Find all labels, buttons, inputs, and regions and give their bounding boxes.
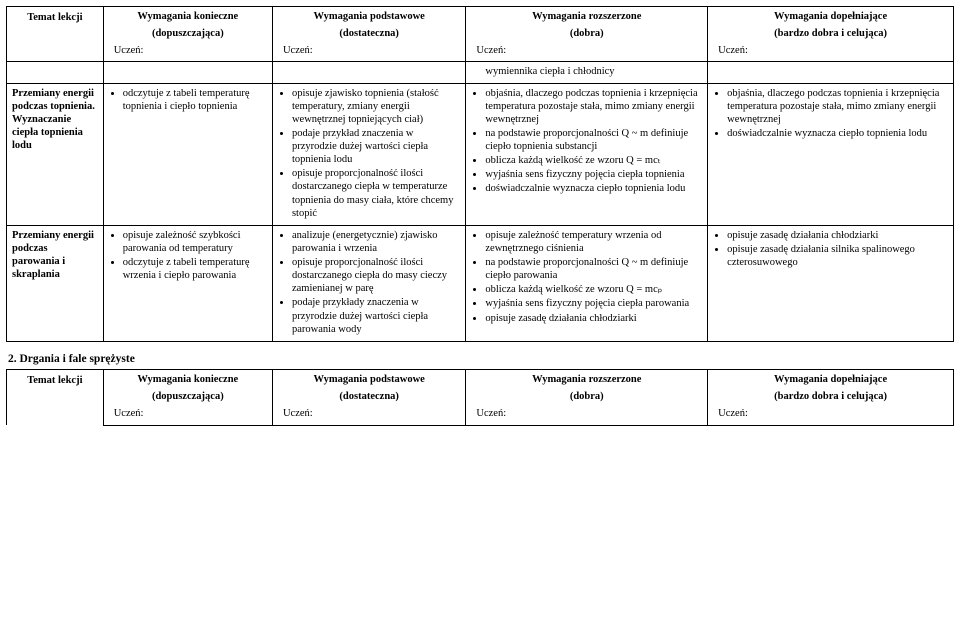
continuation-row: wymiennika ciepła i chłodnicy (7, 62, 954, 83)
list-item: opisuje zasadę działania chłodziarki (485, 312, 702, 325)
curriculum-table-2: Temat lekcji Wymagania konieczne Wymagan… (6, 369, 954, 425)
list-item: opisuje proporcjonalność ilości dostarcz… (292, 256, 460, 295)
header-req1-u: Uczeń: (103, 44, 272, 62)
cont-c4 (708, 62, 954, 83)
list-item: oblicza każdą wielkość ze wzoru Q = mcₜ (485, 154, 702, 167)
header2-req4-u: Uczeń: (708, 407, 954, 425)
header2-req1-u: Uczeń: (103, 407, 272, 425)
list-item: opisuje zasadę działania silnika spalino… (727, 243, 948, 269)
header2-req2-a: Wymagania podstawowe (272, 370, 465, 391)
list-item: objaśnia, dlaczego podczas topnienia i k… (727, 87, 948, 126)
table-row: Przemiany energii podczas topnienia. Wyz… (7, 83, 954, 225)
list-item: opisuje zasadę działania chłodziarki (727, 229, 948, 242)
header2-row-3: Uczeń: Uczeń: Uczeń: Uczeń: (7, 407, 954, 425)
header-row-3: Uczeń: Uczeń: Uczeń: Uczeń: (7, 44, 954, 62)
list-item: doświadczalnie wyznacza ciepło topnienia… (485, 182, 702, 195)
header2-req4-b: (bardzo dobra i celująca) (708, 390, 954, 407)
list-item: wyjaśnia sens fizyczny pojęcia ciepła pa… (485, 297, 702, 310)
row1-topic: Przemiany energii podczas parowania i sk… (7, 225, 104, 341)
row0-col2: opisuje zjawisko topnienia (stałość temp… (272, 83, 465, 225)
header-req2-a: Wymagania podstawowe (272, 7, 465, 28)
header-req4-u: Uczeń: (708, 44, 954, 62)
header-lesson: Temat lekcji (7, 7, 104, 62)
header2-row-2: (dopuszczająca) (dostateczna) (dobra) (b… (7, 390, 954, 407)
list-item: analizuje (energetycznie) zjawisko parow… (292, 229, 460, 255)
row1-col3: opisuje zależność temperatury wrzenia od… (466, 225, 708, 341)
list-item: opisuje zależność temperatury wrzenia od… (485, 229, 702, 255)
header2-req3-u: Uczeń: (466, 407, 708, 425)
header-req4-b: (bardzo dobra i celująca) (708, 27, 954, 44)
header-req4-a: Wymagania dopełniające (708, 7, 954, 28)
row1-col2: analizuje (energetycznie) zjawisko parow… (272, 225, 465, 341)
header2-req3-a: Wymagania rozszerzone (466, 370, 708, 391)
list-item: na podstawie proporcjonalności Q ~ m def… (485, 256, 702, 282)
cont-text: wymiennika ciepła i chłodnicy (471, 65, 702, 78)
header-req3-u: Uczeń: (466, 44, 708, 62)
list-item: podaje przykład znaczenia w przyrodzie d… (292, 127, 460, 166)
header2-row-1: Temat lekcji Wymagania konieczne Wymagan… (7, 370, 954, 391)
row1-col1: opisuje zależność szybkości parowania od… (103, 225, 272, 341)
header2-req2-u: Uczeń: (272, 407, 465, 425)
header-req1-a: Wymagania konieczne (103, 7, 272, 28)
cont-c0 (7, 62, 104, 83)
row0-col1: odczytuje z tabeli temperaturę topnienia… (103, 83, 272, 225)
list-item: podaje przykłady znaczenia w przyrodzie … (292, 296, 460, 335)
cont-c2 (272, 62, 465, 83)
header2-req3-b: (dobra) (466, 390, 708, 407)
list-item: objaśnia, dlaczego podczas topnienia i k… (485, 87, 702, 126)
list-item: wyjaśnia sens fizyczny pojęcia ciepła to… (485, 168, 702, 181)
list-item: doświadczalnie wyznacza ciepło topnienia… (727, 127, 948, 140)
header-req3-a: Wymagania rozszerzone (466, 7, 708, 28)
header2-req4-a: Wymagania dopełniające (708, 370, 954, 391)
list-item: na podstawie proporcjonalności Q ~ m def… (485, 127, 702, 153)
header2-lesson: Temat lekcji (7, 370, 104, 425)
header-req1-b: (dopuszczająca) (103, 27, 272, 44)
list-item: opisuje zjawisko topnienia (stałość temp… (292, 87, 460, 126)
table-row: Przemiany energii podczas parowania i sk… (7, 225, 954, 341)
cont-c3: wymiennika ciepła i chłodnicy (466, 62, 708, 83)
header2-req1-a: Wymagania konieczne (103, 370, 272, 391)
list-item: opisuje proporcjonalność ilości dostarcz… (292, 167, 460, 220)
header2-req1-b: (dopuszczająca) (103, 390, 272, 407)
header-row-2: (dopuszczająca) (dostateczna) (dobra) (b… (7, 27, 954, 44)
row0-col3: objaśnia, dlaczego podczas topnienia i k… (466, 83, 708, 225)
section-2-title: 2. Drgania i fale sprężyste (8, 352, 954, 366)
list-item: odczytuje z tabeli temperaturę topnienia… (123, 87, 267, 113)
list-item: odczytuje z tabeli temperaturę wrzenia i… (123, 256, 267, 282)
header-req2-b: (dostateczna) (272, 27, 465, 44)
header2-req2-b: (dostateczna) (272, 390, 465, 407)
list-item: oblicza każdą wielkość ze wzoru Q = mcₚ (485, 283, 702, 296)
header-row-1: Temat lekcji Wymagania konieczne Wymagan… (7, 7, 954, 28)
row0-col4: objaśnia, dlaczego podczas topnienia i k… (708, 83, 954, 225)
header-req2-u: Uczeń: (272, 44, 465, 62)
curriculum-table: Temat lekcji Wymagania konieczne Wymagan… (6, 6, 954, 342)
row1-col4: opisuje zasadę działania chłodziarki opi… (708, 225, 954, 341)
cont-c1 (103, 62, 272, 83)
list-item: opisuje zależność szybkości parowania od… (123, 229, 267, 255)
header-req3-b: (dobra) (466, 27, 708, 44)
row0-topic: Przemiany energii podczas topnienia. Wyz… (7, 83, 104, 225)
